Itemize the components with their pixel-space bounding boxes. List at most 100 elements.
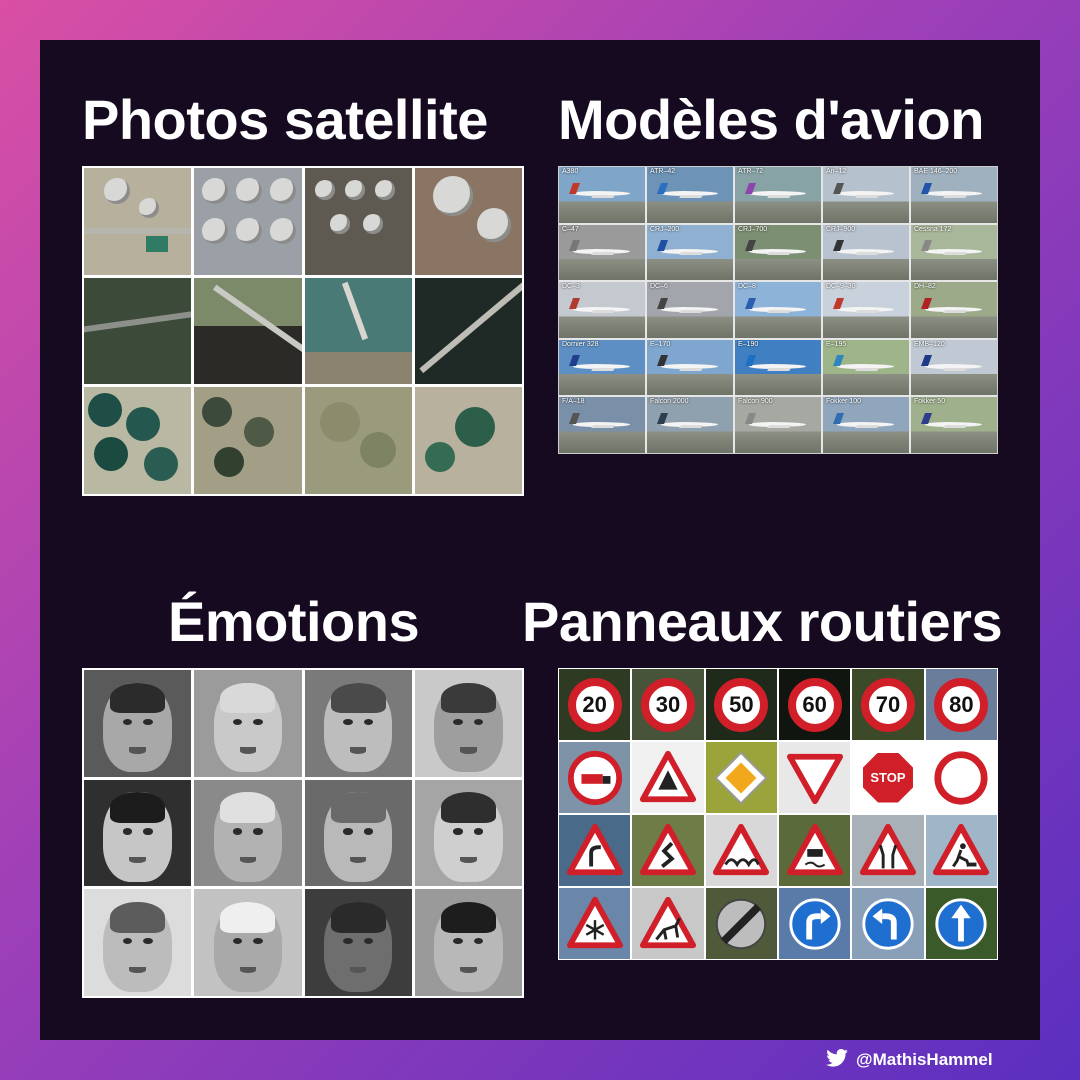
road-narrows-warning-icon	[859, 823, 917, 875]
road-sign-tile: 20	[559, 669, 631, 740]
airplane-label: BAE 146–200	[914, 168, 958, 175]
satellite-tile	[194, 387, 302, 494]
airplane-tile: Falcon 900	[735, 397, 821, 453]
satellite-tile	[84, 168, 192, 275]
road-sign-tile: 70	[852, 669, 924, 740]
airplane-tile: DH–82	[911, 282, 997, 338]
warning-triangle-icon	[639, 750, 697, 802]
airplane-label: DC–8	[738, 283, 756, 291]
satellite-tile	[194, 168, 302, 275]
airplane-label: ATR–72	[738, 168, 764, 175]
airplane-tile: A380	[559, 167, 645, 223]
airplane-label: Dornier 328	[562, 340, 599, 348]
content-panel: Photos satellite Modèles d'avion Émotion…	[40, 40, 1040, 1040]
airplane-image-grid: A380 ATR–42 ATR–72 An–12 BAE 146–200 C–47 CRJ–…	[558, 166, 998, 454]
no-vehicles-sign-icon	[934, 750, 988, 805]
face-tile	[414, 889, 522, 996]
face-tile	[304, 779, 412, 887]
airplane-label: E–170	[650, 340, 671, 348]
double-curve-warning-icon	[639, 823, 697, 875]
road-sign-tile	[925, 888, 997, 959]
face-tile	[414, 779, 522, 887]
airplane-label: CRJ–700	[738, 225, 768, 233]
airplane-tile: Fokker 50	[911, 397, 997, 453]
speed-limit-sign: 20	[567, 677, 622, 732]
airplane-tile: An–12	[823, 167, 909, 223]
road-sign-tile	[779, 742, 851, 813]
road-sign-tile: 80	[925, 669, 997, 740]
curve-right-warning-icon	[566, 823, 623, 875]
airplane-tile: CRJ–900	[823, 224, 909, 281]
airplane-label: CRJ–200	[650, 225, 680, 233]
ahead-only-sign-icon	[935, 897, 987, 950]
speed-limit-sign: 80	[934, 677, 989, 732]
speed-limit-sign: 50	[714, 677, 769, 732]
twitter-icon	[826, 1048, 848, 1072]
emotions-image-grid	[82, 668, 524, 998]
stop-sign: STOP	[862, 752, 913, 803]
deer-crossing-warning-icon	[639, 896, 697, 948]
end-of-restrictions-sign-icon	[716, 898, 767, 949]
face-tile	[304, 670, 412, 777]
face-tile	[414, 670, 522, 777]
turn-right-ahead-sign-icon	[789, 897, 841, 950]
satellite-tile	[194, 277, 302, 385]
road-sign-tile	[559, 742, 631, 813]
airplane-label: Falcon 900	[738, 398, 773, 406]
road-sign-tile: STOP	[852, 742, 924, 813]
emotions-title: Émotions	[168, 590, 420, 653]
airplane-label: Fokker 50	[914, 398, 946, 406]
signs-title: Panneaux routiers	[522, 590, 1003, 653]
turn-left-ahead-sign-icon	[862, 897, 914, 950]
road-sign-tile	[632, 742, 704, 813]
airplane-tile: DC–6	[647, 282, 733, 338]
yield-sign-icon	[786, 753, 843, 804]
planes-title: Modèles d'avion	[558, 88, 984, 151]
credit-handle: @MathisHammel	[856, 1050, 993, 1069]
airplane-label: A380	[562, 168, 579, 175]
face-tile	[84, 670, 192, 777]
airplane-tile: Cessna 172	[911, 224, 997, 281]
road-sign-tile	[925, 815, 997, 886]
airplane-tile: DC–8	[735, 282, 821, 338]
airplane-tile: E–190	[735, 339, 821, 396]
airplane-label: ATR–42	[650, 168, 676, 175]
airplane-label: E–190	[738, 340, 759, 348]
road-sign-tile	[632, 815, 704, 886]
road-sign-tile	[705, 815, 777, 886]
no-trucks-sign-icon	[567, 750, 622, 805]
satellite-tile	[414, 277, 522, 385]
speed-limit-sign: 70	[860, 677, 915, 732]
satellite-tile	[84, 387, 192, 494]
bumpy-road-warning-icon	[713, 823, 770, 875]
airplane-label: E–195	[826, 340, 847, 348]
slippery-road-warning-icon	[786, 823, 843, 875]
face-tile	[84, 779, 192, 887]
airplane-tile: E–170	[647, 339, 733, 396]
airplane-label: C–47	[562, 225, 579, 233]
airplane-tile: Dornier 328	[559, 339, 645, 396]
face-tile	[304, 889, 412, 996]
airplane-tile: C–47	[559, 224, 645, 281]
airplane-label: DH–82	[914, 283, 936, 291]
road-sign-tile	[705, 888, 777, 959]
airplane-label: Falcon 2000	[650, 398, 689, 406]
priority-road-sign-icon	[714, 750, 768, 805]
road-sign-tile	[559, 888, 631, 959]
airplane-label: Cessna 172	[914, 225, 952, 233]
satellite-tile	[304, 277, 412, 385]
credit: @MathisHammel	[826, 1048, 993, 1072]
road-sign-tile	[779, 815, 851, 886]
satellite-tile	[414, 168, 522, 275]
satellite-image-grid	[82, 166, 524, 496]
airplane-tile: ATR–42	[647, 167, 733, 223]
road-sign-tile: 30	[632, 669, 704, 740]
satellite-title: Photos satellite	[82, 88, 488, 151]
road-sign-tile: 60	[779, 669, 851, 740]
airplane-tile: DC–9–30	[823, 282, 909, 338]
face-tile	[194, 670, 302, 777]
road-sign-tile	[852, 815, 924, 886]
snow-warning-icon	[566, 896, 623, 948]
airplane-tile: CRJ–200	[647, 224, 733, 281]
speed-limit-sign: 60	[787, 677, 842, 732]
